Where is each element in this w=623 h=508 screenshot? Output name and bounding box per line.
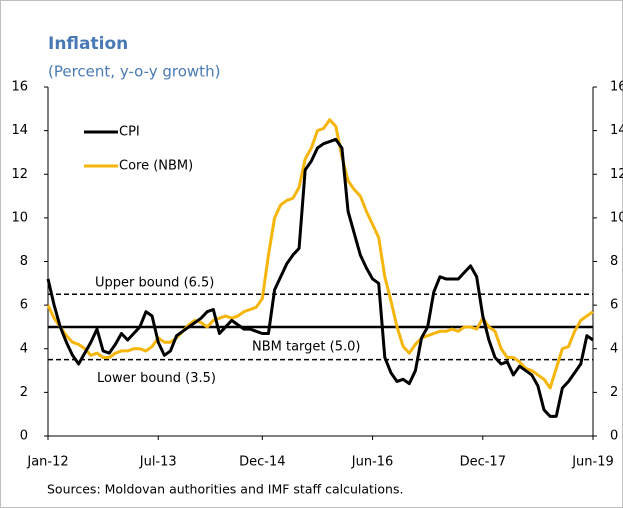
y2-tick-label: 0: [610, 429, 618, 444]
y-tick-label: 8: [20, 254, 28, 269]
y2-tick-label: 2: [610, 385, 618, 400]
reference-label: Upper bound (6.5): [95, 276, 214, 291]
x-tick-label: Jun-19: [571, 455, 614, 470]
y-tick-label: 2: [20, 385, 28, 400]
y-tick-label: 10: [11, 210, 28, 225]
y-tick-label: 14: [11, 123, 28, 138]
y2-tick-label: 10: [610, 210, 623, 225]
x-tick-label: Jul-13: [139, 455, 177, 470]
y-tick-label: 12: [11, 167, 28, 182]
series-line: [46, 118, 594, 390]
source-note: Sources: Moldovan authorities and IMF st…: [47, 482, 403, 497]
x-tick-label: Dec-14: [239, 455, 285, 470]
x-tick-label: Jan-12: [26, 455, 68, 470]
series-line: [46, 137, 594, 418]
legend-label: CPI: [119, 125, 140, 140]
reference-label: NBM target (5.0): [252, 339, 360, 354]
y2-tick-label: 12: [610, 167, 623, 182]
y-tick-label: 16: [11, 80, 28, 95]
y2-tick-label: 6: [610, 298, 618, 313]
y2-tick-label: 8: [610, 254, 618, 269]
y-tick-label: 0: [20, 429, 28, 444]
x-tick-label: Jun-16: [351, 455, 394, 470]
y2-tick-label: 14: [610, 123, 623, 138]
y-tick-label: 4: [20, 341, 28, 356]
chart-subtitle: (Percent, y-o-y growth): [48, 63, 220, 81]
x-tick-label: Dec-17: [460, 455, 506, 470]
y-tick-label: 6: [20, 298, 28, 313]
legend-label: Core (NBM): [119, 159, 193, 174]
chart-title: Inflation: [48, 34, 128, 54]
reference-label: Lower bound (3.5): [97, 371, 216, 386]
y2-tick-label: 4: [610, 341, 618, 356]
y2-tick-label: 16: [610, 80, 623, 95]
